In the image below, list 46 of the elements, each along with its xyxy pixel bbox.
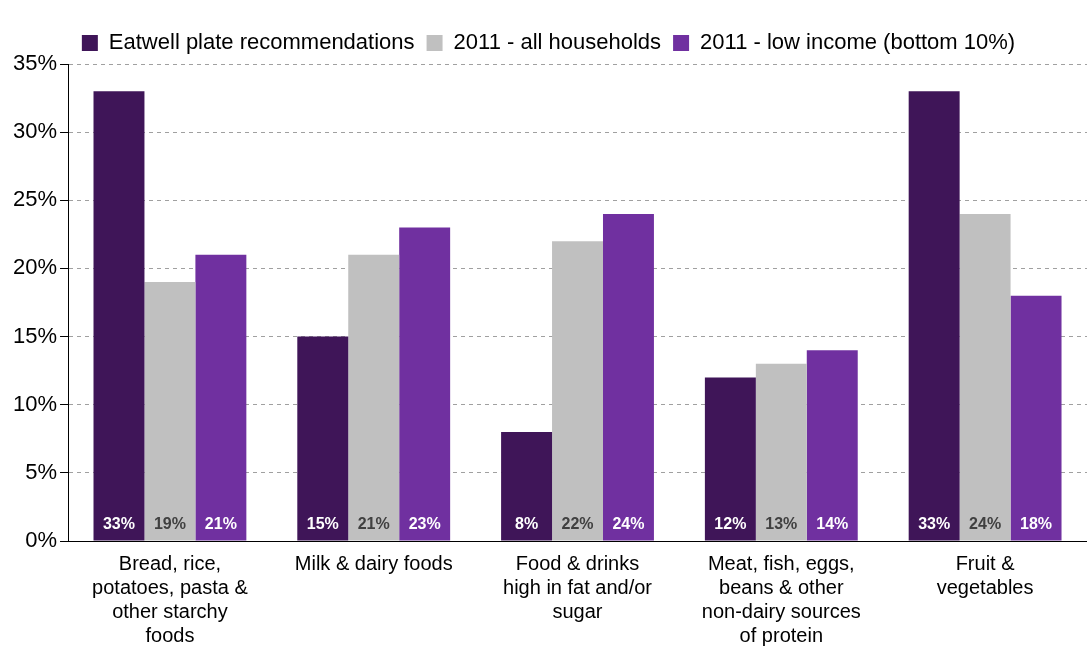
data-label: 24% (969, 515, 1002, 533)
data-label: 24% (612, 515, 645, 533)
data-label: 15% (306, 515, 339, 533)
x-tick-label: Bread, rice, potatoes, pasta & other starchy foods (92, 551, 249, 646)
data-label: 33% (102, 515, 135, 533)
bar (704, 377, 756, 541)
y-tick-label: 5% (25, 458, 58, 484)
bar (806, 350, 858, 541)
bar (959, 213, 1011, 541)
x-tick-label: Meat, fish, eggs, beans & other non-dairy sources of protein (701, 551, 861, 646)
data-label: 22% (561, 515, 594, 533)
data-label: 21% (204, 515, 237, 533)
data-label: 14% (816, 515, 849, 533)
data-label: 8% (515, 515, 539, 533)
legend-label: 2011 - low income (bottom 10%) (700, 29, 1016, 55)
bar (195, 254, 247, 541)
x-tick-label: Milk & dairy foods (294, 551, 453, 574)
y-tick-label: 30% (12, 118, 58, 144)
bar (501, 431, 553, 541)
y-tick-label: 25% (12, 186, 58, 212)
bar (908, 91, 960, 541)
y-tick-label: 15% (12, 322, 58, 348)
bar (399, 227, 451, 541)
bar (93, 91, 145, 541)
bar (348, 254, 400, 541)
data-label: 33% (918, 515, 951, 533)
y-tick-label: 10% (12, 390, 58, 416)
y-tick-label: 35% (12, 50, 58, 76)
bar (602, 213, 654, 541)
data-label: 21% (357, 515, 390, 533)
legend-label: Eatwell plate recommendations (108, 29, 415, 55)
y-tick-label: 0% (25, 527, 58, 553)
data-label: 13% (765, 515, 798, 533)
x-tick-label: Fruit & vegetables (936, 551, 1034, 598)
bar (552, 241, 603, 541)
bar (1010, 295, 1062, 541)
data-label: 19% (153, 515, 186, 533)
bar (755, 363, 807, 541)
data-label: 18% (1020, 515, 1053, 533)
bar (297, 336, 349, 541)
bar (144, 282, 196, 541)
y-tick-label: 20% (12, 254, 58, 280)
legend-label: 2011 - all households (453, 29, 662, 55)
data-label: 23% (408, 515, 441, 533)
data-label: 12% (714, 515, 747, 533)
x-tick-label: Food & drinks high in fat and/or sugar (503, 551, 653, 622)
